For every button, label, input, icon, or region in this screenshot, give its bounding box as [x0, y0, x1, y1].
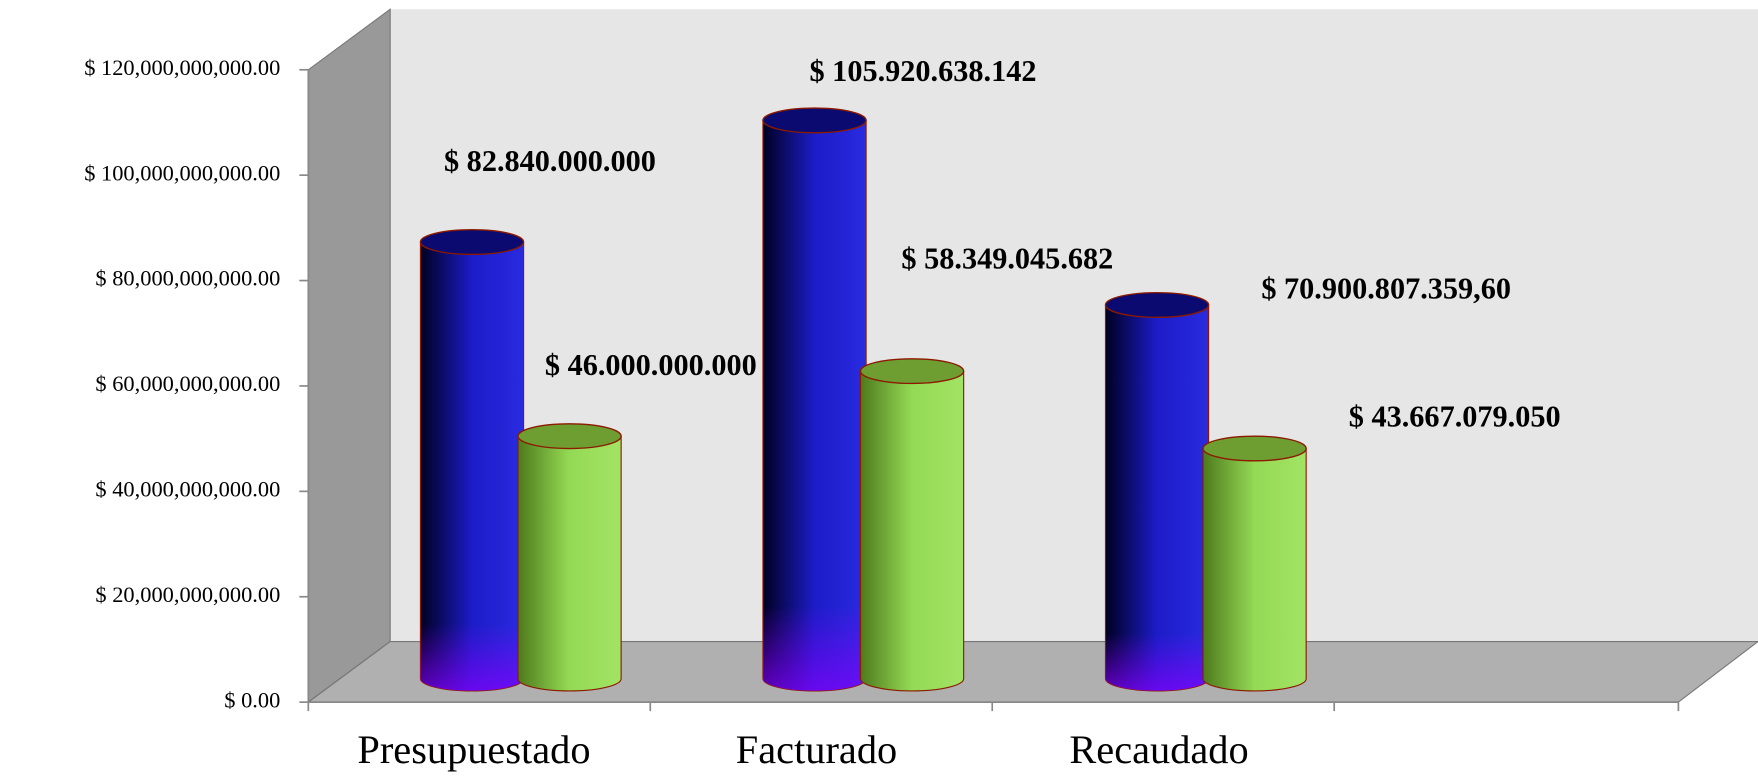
x-tick-label: Facturado — [736, 727, 897, 772]
value-label: $ 46.000.000.000 — [545, 348, 757, 382]
value-label: $ 58.349.045.682 — [901, 241, 1113, 275]
cylinder — [517, 423, 622, 692]
cylinder — [1202, 435, 1307, 692]
value-label: $ 105.920.638.142 — [809, 54, 1036, 88]
cylinder — [419, 229, 525, 692]
cylinder-part — [517, 435, 622, 692]
side-wall — [307, 8, 391, 704]
cylinder-part — [1202, 447, 1307, 692]
value-label: $ 43.667.079.050 — [1349, 400, 1561, 434]
value-label: $ 82.840.000.000 — [444, 144, 656, 178]
cylinder-part — [762, 107, 867, 134]
y-tick-label: $ 0.00 — [224, 687, 280, 712]
cylinder-part — [762, 120, 867, 691]
cylinder — [859, 358, 965, 692]
y-tick-label: $ 40,000,000,000.00 — [95, 476, 280, 501]
value-label: $ 70.900.807.359,60 — [1261, 272, 1511, 306]
cylinder-part — [517, 423, 622, 450]
y-tick-label: $ 120,000,000,000.00 — [84, 55, 280, 80]
y-tick-label: $ 20,000,000,000.00 — [95, 582, 280, 607]
cylinder-part — [1104, 291, 1210, 318]
y-tick-label: $ 80,000,000,000.00 — [95, 266, 280, 291]
cylinder — [762, 107, 867, 692]
cylinder-part — [419, 229, 525, 256]
cylinder-part — [859, 358, 965, 385]
y-tick-label: $ 60,000,000,000.00 — [95, 371, 280, 396]
cylinder — [1104, 291, 1210, 692]
cylinder-part — [1202, 435, 1307, 462]
y-tick-label: $ 100,000,000,000.00 — [84, 160, 280, 185]
cylinder-part — [859, 370, 965, 692]
cylinder-part — [1105, 304, 1209, 691]
x-tick-label: Presupuestado — [357, 727, 590, 772]
x-tick-label: Recaudado — [1069, 727, 1248, 772]
cylinder-part — [420, 242, 524, 691]
